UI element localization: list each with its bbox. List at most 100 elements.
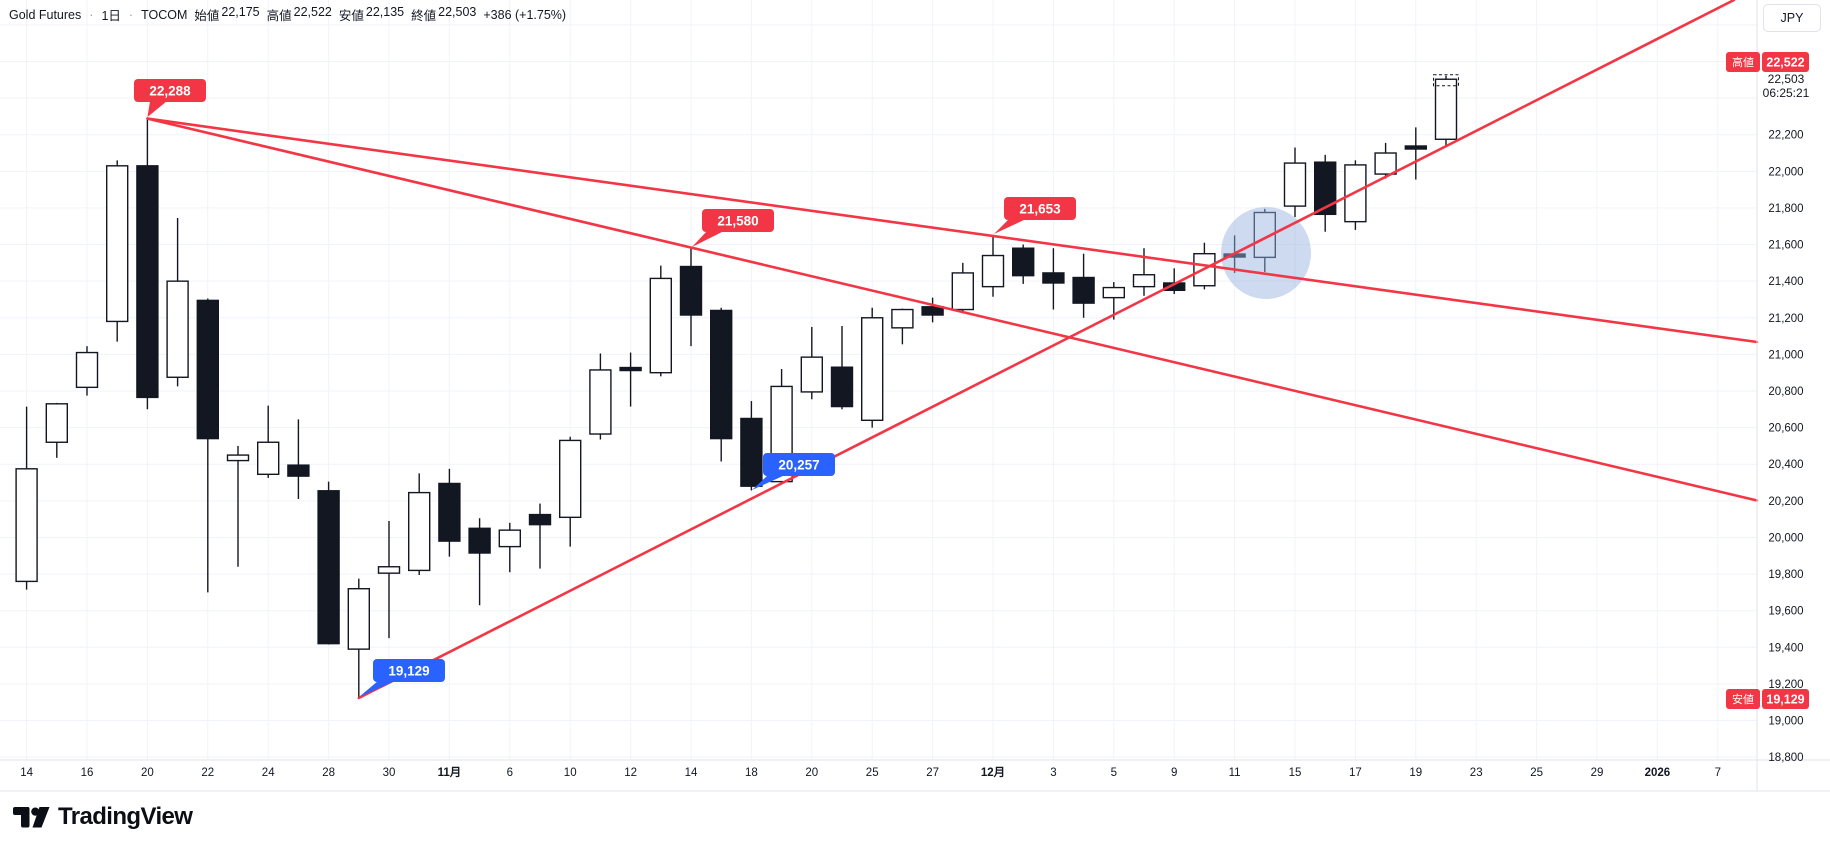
candle-body (740, 417, 763, 487)
candle-10/21 (166, 217, 189, 387)
candle-11/27 (921, 297, 944, 323)
high-price-badge-tag (1726, 52, 1760, 72)
candle-12/12 (1253, 208, 1277, 273)
price-axis-label: 18,800 (1768, 752, 1803, 764)
time-axis-label: 12 (624, 767, 637, 779)
price-axis-label: 19,600 (1768, 606, 1803, 618)
candle-11/26 (891, 308, 914, 345)
candle-body (921, 306, 944, 316)
price-axis-label: 19,400 (1768, 642, 1803, 654)
symbol-legend[interactable]: Gold Futures · 1日 · TOCOM 始値 22,175 高値 22,… (9, 5, 566, 24)
callout-tail (752, 475, 785, 490)
candle-body (166, 280, 189, 378)
candle-11/4 (438, 468, 461, 557)
time-axis-label: 27 (926, 767, 939, 779)
price-callout-20257[interactable]: 20,257 (752, 453, 835, 490)
time-axis-label: 19 (1409, 767, 1422, 779)
price-axis[interactable]: 22,200 22,000 21,800 21,600 21,400 21,200 21,0… (1763, 72, 1810, 764)
candle-body (528, 513, 552, 526)
candle-body (1102, 286, 1126, 299)
candle-11/20 (800, 326, 823, 400)
price-axis-label: 22,000 (1768, 166, 1803, 178)
current-candle-selection-box[interactable] (1433, 74, 1459, 87)
candle-body (1434, 78, 1458, 140)
interval-label[interactable]: 1日 (101, 9, 121, 23)
high-price-badge-value-box (1762, 52, 1809, 72)
callout-tail (359, 681, 395, 697)
candle-10/20 (136, 118, 159, 410)
candle-body (287, 464, 310, 477)
candle-body (347, 588, 370, 650)
candle-10/28 (317, 481, 340, 645)
candle-10/22 (196, 298, 220, 593)
trendline-3[interactable] (357, 0, 1736, 700)
candle-11/18 (740, 401, 763, 491)
callout-badge[interactable] (134, 79, 206, 102)
price-axis-label: 21,800 (1768, 203, 1803, 215)
time-axis-label: 15 (1289, 767, 1302, 779)
currency-toggle-button[interactable]: JPY (1763, 4, 1821, 32)
time-axis-label: 12月 (981, 766, 1005, 779)
time-axis-label: 24 (262, 767, 275, 779)
candle-body (317, 490, 340, 645)
candle-body (498, 529, 521, 548)
trendline-1[interactable] (146, 117, 1759, 344)
exchange-label: TOCOM (141, 7, 188, 22)
time-axis-label: 11月 (438, 766, 462, 779)
candle-11/11 (589, 353, 612, 440)
candle-body (468, 527, 491, 554)
candle-series (15, 74, 1459, 697)
candle-10/29 (347, 578, 370, 697)
time-axis-label: 20 (805, 767, 818, 779)
candle-body (408, 491, 431, 572)
candle-12/18 (1374, 142, 1397, 179)
callout-text: 22,288 (149, 84, 191, 99)
price-callout-19129[interactable]: 19,129 (359, 659, 445, 697)
candle-body (105, 165, 129, 323)
low-price-badge-value-box (1762, 689, 1809, 709)
price-axis-label: 19,000 (1768, 716, 1803, 728)
callout-tail (147, 101, 167, 117)
price-axis-label: 21,200 (1768, 313, 1803, 325)
price-callout-21580[interactable]: 21,580 (692, 209, 774, 247)
time-axis-label: 25 (866, 767, 879, 779)
low-price-badge-value: 19,129 (1766, 693, 1804, 707)
candle-body (800, 356, 823, 393)
candle-body (891, 308, 914, 329)
price-callout-22288[interactable]: 22,288 (134, 79, 206, 117)
ohlc-low: 安値 22,135 (338, 5, 405, 23)
change-value: +386 (+1.75%) (483, 7, 567, 22)
time-axis-label: 16 (81, 767, 94, 779)
price-axis-label: 20,000 (1768, 532, 1803, 544)
time-axis-label: 20 (141, 767, 154, 779)
low-price-badge-tag-text: 安値 (1732, 692, 1754, 706)
candle-11/28 (951, 262, 974, 314)
candle-body (559, 439, 582, 519)
callout-badge[interactable] (702, 209, 774, 232)
time-axis-label: 11 (1229, 767, 1241, 779)
trendline-2[interactable] (146, 117, 1759, 502)
callout-badge[interactable] (1004, 197, 1076, 220)
symbol-title[interactable]: Gold Futures (9, 7, 82, 22)
price-axis-label: 20,600 (1768, 423, 1803, 435)
price-callout-21653[interactable]: 21,653 (994, 197, 1076, 234)
time-axis-label: 22 (201, 767, 214, 779)
candle-10/14 (15, 406, 38, 590)
tradingview-logo[interactable]: TradingView (13, 803, 193, 831)
candle-body (619, 366, 642, 372)
time-axis-label: 18 (745, 767, 758, 779)
callout-badge[interactable] (763, 453, 835, 476)
time-axis[interactable]: 14 16 20 22 24 28 30 11月 6 10 12 14 18 20 25 27 12月 3 5 9 11… (20, 766, 1721, 779)
callout-badge[interactable] (373, 659, 445, 682)
low-price-badge: 安値 19,129 (1726, 689, 1809, 709)
candle-body (438, 482, 461, 542)
candle-body (589, 369, 612, 435)
legend-separator: · (128, 7, 134, 22)
candle-11/13 (649, 265, 672, 377)
candle-body (830, 366, 854, 408)
time-axis-label: 23 (1470, 767, 1483, 779)
price-axis-label: 20,800 (1768, 386, 1803, 398)
candle-body (1374, 152, 1397, 175)
